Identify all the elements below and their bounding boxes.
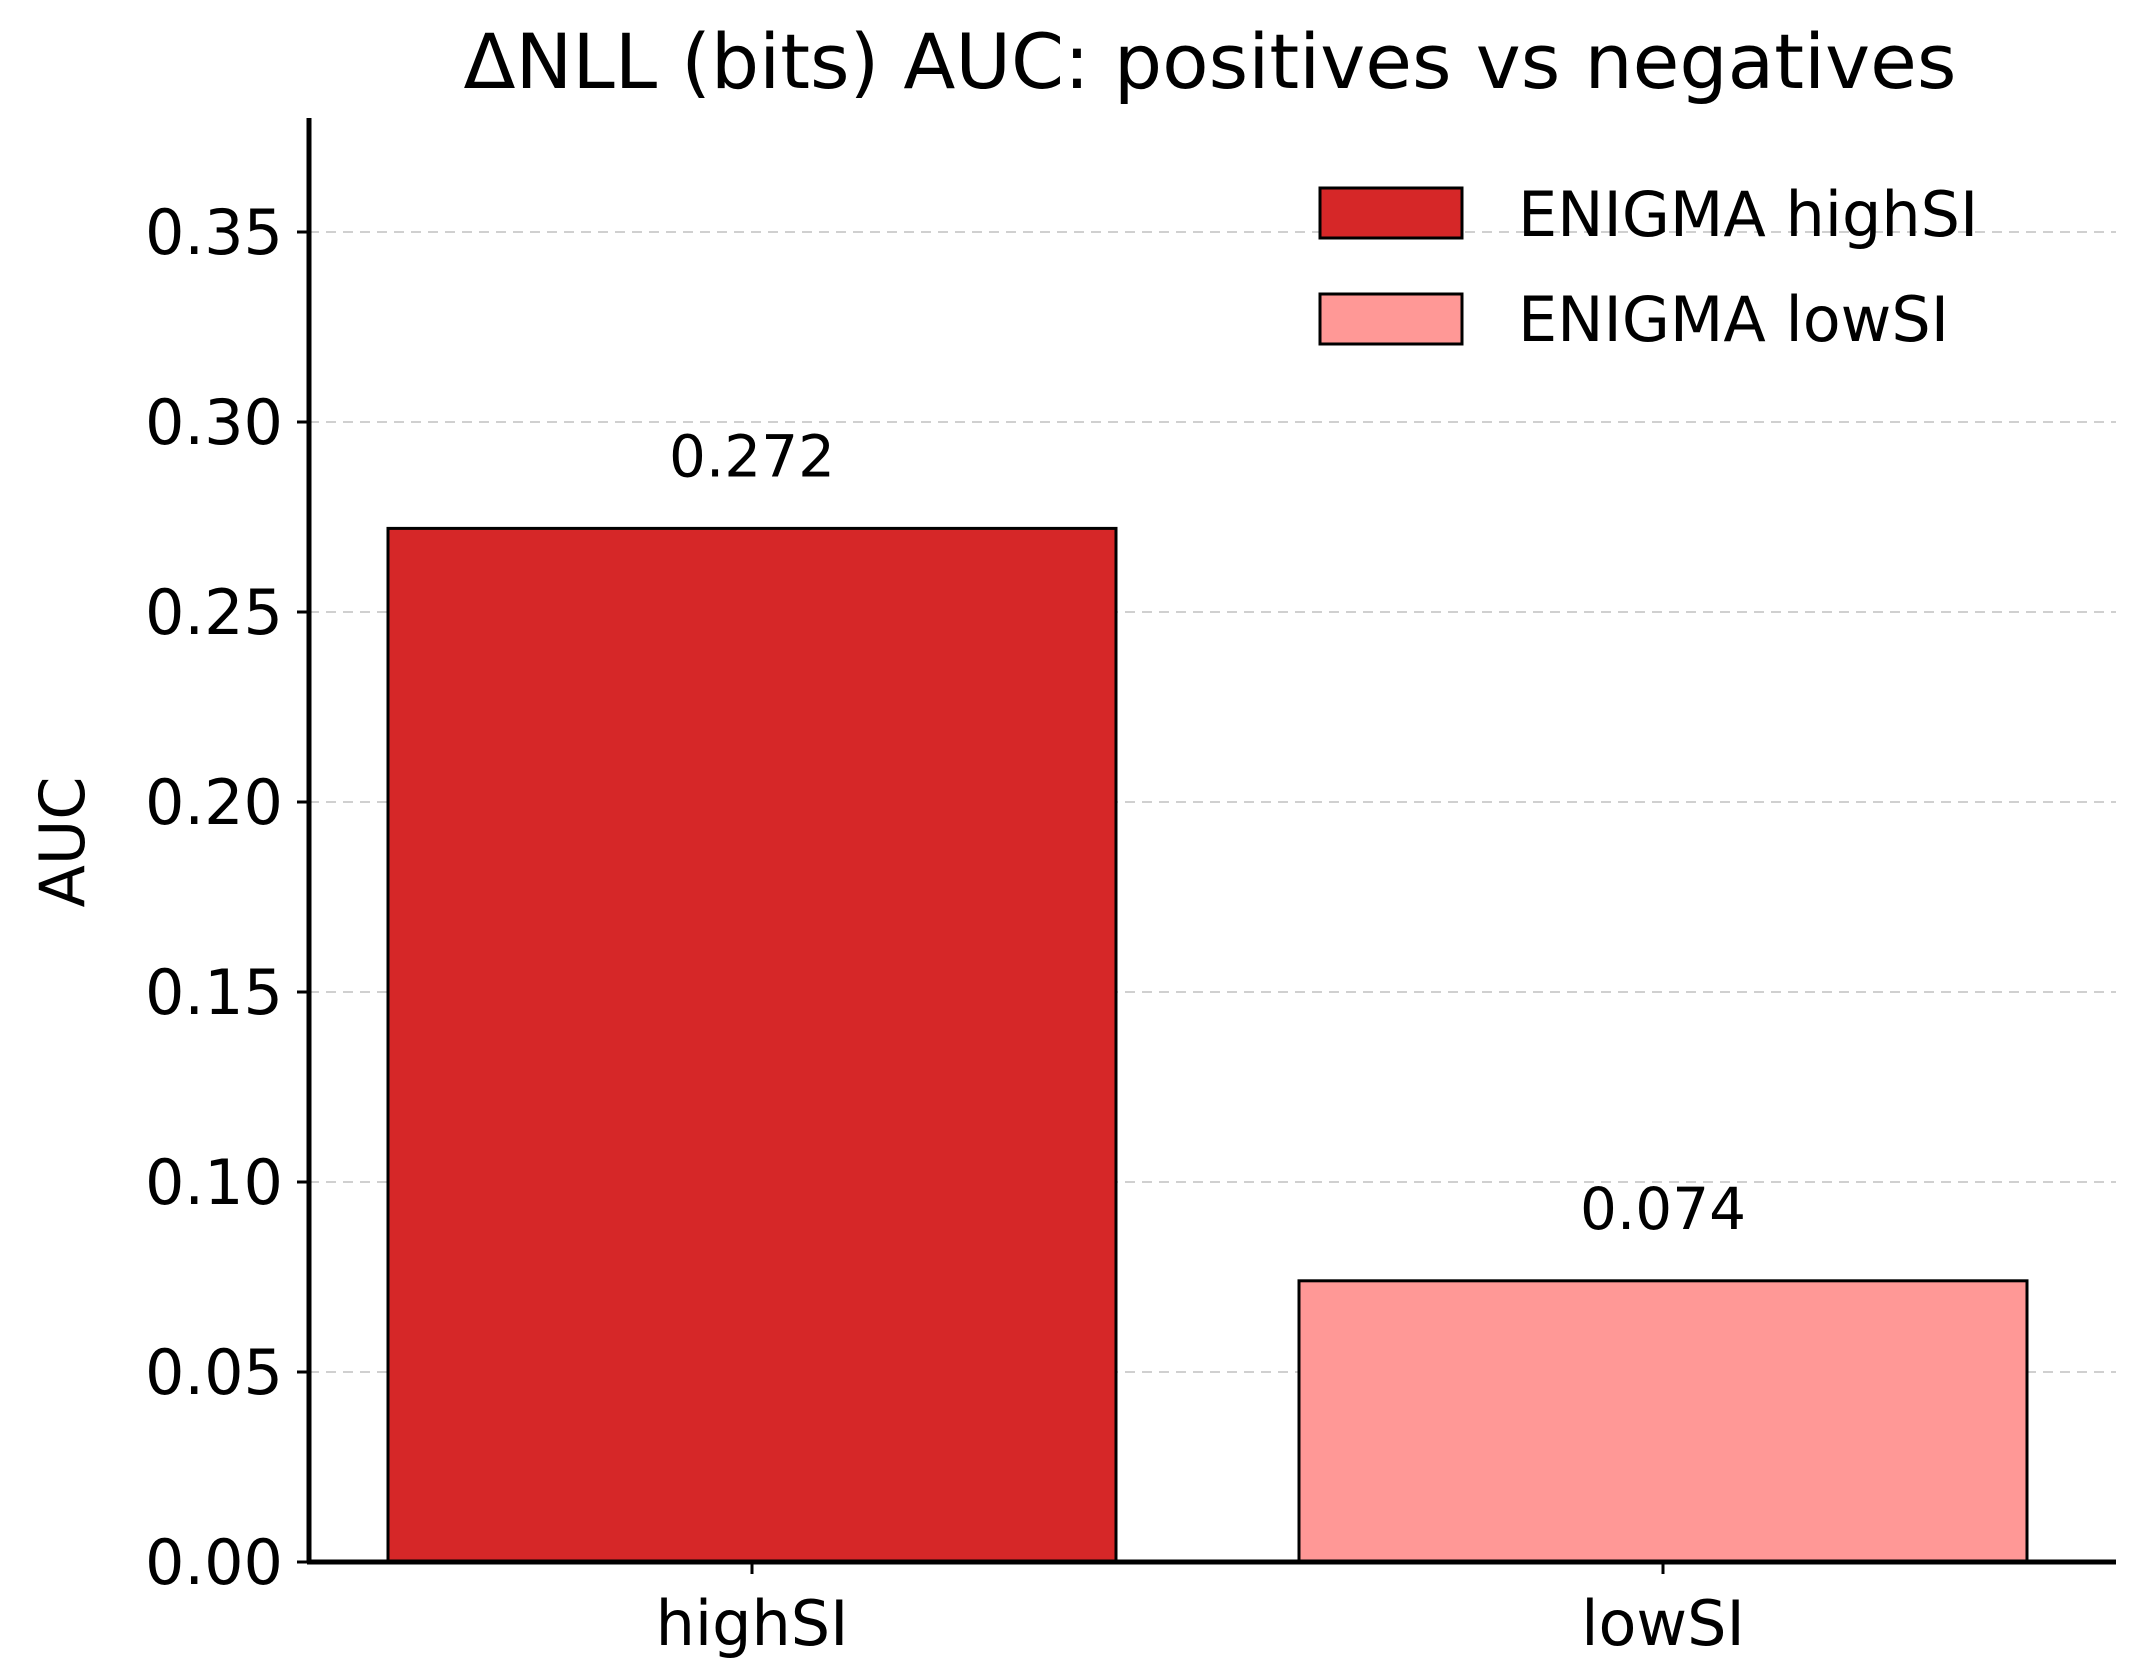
y-tick-label: 0.05 — [145, 1336, 283, 1409]
x-tick-label: highSI — [656, 1587, 849, 1660]
chart-title: ΔNLL (bits) AUC: positives vs negatives — [464, 17, 1957, 106]
y-tick-label: 0.15 — [145, 956, 283, 1029]
y-tick-label: 0.10 — [145, 1146, 283, 1219]
data-label-lowsi: 0.074 — [1580, 1175, 1746, 1243]
grid-lines — [309, 231, 2116, 1373]
legend-label-lowsi: ENIGMA lowSI — [1518, 283, 1949, 356]
y-tick-label: 0.20 — [145, 766, 283, 839]
legend-label-highsi: ENIGMA highSI — [1518, 178, 1978, 251]
legend-swatch-lowsi — [1318, 292, 1464, 346]
x-ticks: highSI lowSI — [656, 1562, 1745, 1660]
x-tick-label: lowSI — [1581, 1587, 1745, 1660]
legend: ENIGMA highSI ENIGMA lowSI — [1318, 178, 1978, 356]
y-tick-label: 0.30 — [145, 386, 283, 459]
axes — [306, 118, 2116, 1565]
legend-swatch-highsi — [1318, 186, 1464, 240]
y-axis-label: AUC — [26, 776, 99, 907]
data-label-highsi: 0.272 — [669, 422, 835, 490]
bars — [386, 526, 2029, 1564]
bar-highsi — [386, 526, 1118, 1564]
y-ticks: 0.00 0.05 0.10 0.15 0.20 0.25 0.30 0.35 — [145, 196, 309, 1599]
y-tick-label: 0.25 — [145, 576, 283, 649]
bar-lowsi — [1297, 1279, 2029, 1564]
y-tick-label: 0.35 — [145, 196, 283, 269]
y-tick-label: 0.00 — [145, 1526, 283, 1599]
data-labels: 0.272 0.074 — [669, 422, 1746, 1242]
